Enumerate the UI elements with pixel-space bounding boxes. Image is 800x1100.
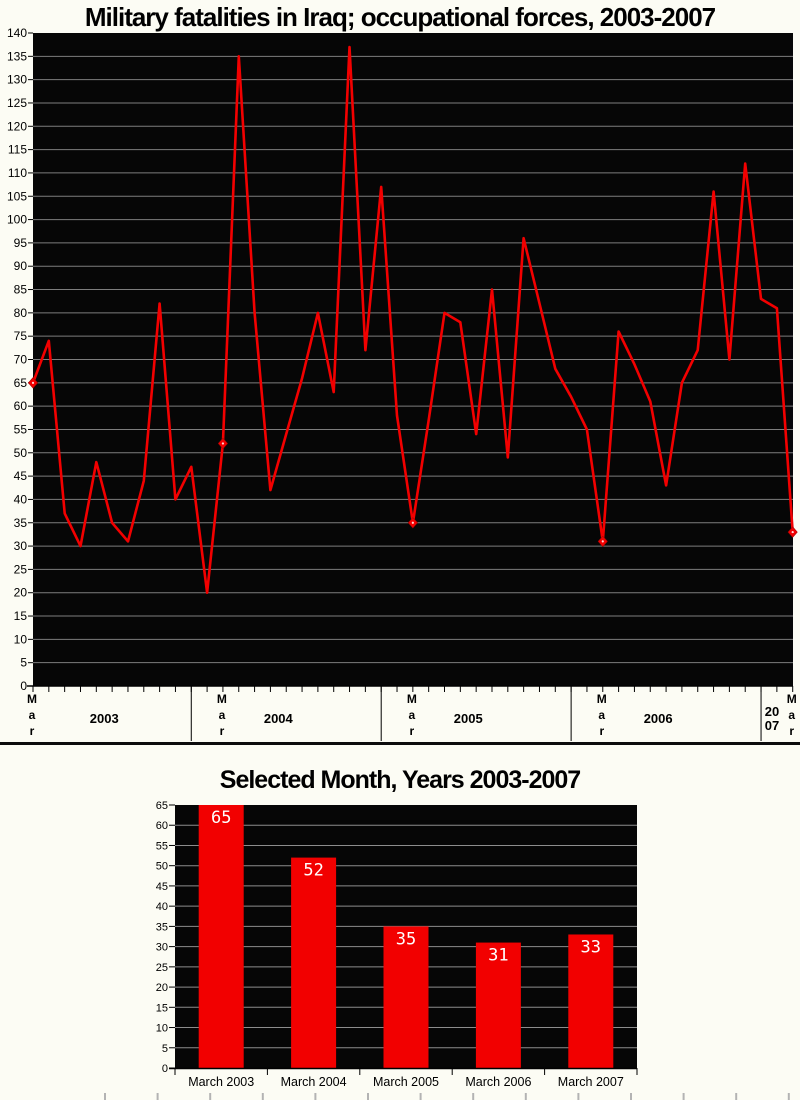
svg-text:35: 35 bbox=[396, 929, 416, 949]
svg-text:r: r bbox=[789, 724, 794, 738]
march-diamond-markers bbox=[27, 377, 798, 548]
bar-chart-value-labels: 65 52 35 31 33 bbox=[211, 808, 601, 966]
svg-text:March 2005: March 2005 bbox=[373, 1075, 439, 1089]
svg-text:65: 65 bbox=[14, 376, 28, 390]
svg-text:15: 15 bbox=[156, 1002, 168, 1014]
bar-chart-x-axis bbox=[169, 1067, 638, 1075]
svg-text:M: M bbox=[407, 692, 417, 706]
svg-text:55: 55 bbox=[156, 840, 168, 852]
svg-text:95: 95 bbox=[14, 236, 28, 250]
bar-march-2003 bbox=[198, 805, 244, 1068]
svg-text:15: 15 bbox=[14, 609, 28, 623]
svg-text:5: 5 bbox=[20, 656, 27, 670]
svg-text:30: 30 bbox=[14, 539, 28, 553]
svg-text:March 2007: March 2007 bbox=[558, 1075, 624, 1089]
svg-text:r: r bbox=[410, 724, 415, 738]
svg-text:60: 60 bbox=[14, 399, 28, 413]
svg-text:M: M bbox=[217, 692, 227, 706]
svg-text:a: a bbox=[219, 708, 226, 722]
svg-text:120: 120 bbox=[7, 119, 27, 133]
svg-text:r: r bbox=[30, 724, 35, 738]
svg-text:90: 90 bbox=[14, 259, 28, 273]
svg-text:50: 50 bbox=[14, 446, 28, 460]
svg-text:80: 80 bbox=[14, 306, 28, 320]
svg-text:125: 125 bbox=[7, 96, 27, 110]
svg-text:65: 65 bbox=[156, 800, 168, 812]
bar-march-2004 bbox=[291, 857, 337, 1068]
svg-text:35: 35 bbox=[14, 516, 28, 530]
bar-march-2007 bbox=[568, 934, 614, 1068]
svg-text:75: 75 bbox=[14, 329, 28, 343]
svg-text:2007: 20 07 bbox=[765, 704, 779, 733]
line-chart: 0 5 10 15 20 25 30 35 40 45 50 55 60 65 70 75 80 85 90 95 10… bbox=[7, 26, 798, 741]
svg-text:100: 100 bbox=[7, 213, 27, 227]
svg-text:70: 70 bbox=[14, 353, 28, 367]
svg-text:10: 10 bbox=[14, 632, 28, 646]
svg-text:105: 105 bbox=[7, 189, 27, 203]
svg-text:52: 52 bbox=[303, 861, 323, 881]
line-chart-year-labels: 2003 2004 2005 2006 20 07 bbox=[90, 704, 779, 733]
line-chart-x-axis bbox=[27, 685, 794, 741]
svg-text:a: a bbox=[29, 708, 36, 722]
svg-text:25: 25 bbox=[156, 962, 168, 974]
svg-text:65: 65 bbox=[211, 808, 231, 828]
svg-text:55: 55 bbox=[14, 422, 28, 436]
bar-chart-title: Selected Month, Years 2003-2007 bbox=[219, 766, 581, 794]
svg-text:a: a bbox=[409, 708, 416, 722]
bar-chart-bars bbox=[198, 805, 614, 1068]
svg-text:2006: 2006 bbox=[644, 711, 673, 726]
svg-text:85: 85 bbox=[14, 283, 28, 297]
svg-text:0: 0 bbox=[162, 1063, 168, 1075]
svg-text:40: 40 bbox=[14, 492, 28, 506]
bottom-tick-marks bbox=[104, 1093, 790, 1100]
chart-divider bbox=[0, 742, 800, 745]
svg-text:M: M bbox=[787, 692, 797, 706]
svg-text:0: 0 bbox=[20, 679, 27, 693]
line-chart-title: Military fatalities in Iraq; occupationa… bbox=[84, 2, 716, 32]
svg-text:30: 30 bbox=[156, 942, 168, 954]
bar-march-2006 bbox=[475, 942, 521, 1068]
svg-text:110: 110 bbox=[8, 166, 27, 180]
svg-text:33: 33 bbox=[581, 937, 601, 957]
bar-march-2005 bbox=[383, 926, 429, 1068]
svg-text:a: a bbox=[788, 708, 795, 722]
svg-text:140: 140 bbox=[7, 26, 27, 40]
svg-text:45: 45 bbox=[14, 469, 28, 483]
svg-text:M: M bbox=[27, 692, 37, 706]
svg-text:20: 20 bbox=[14, 586, 28, 600]
bar-chart-x-labels: March 2003 March 2004 March 2005 March 2006… bbox=[188, 1075, 624, 1089]
svg-text:31: 31 bbox=[488, 946, 508, 966]
bar-chart: 0 5 10 15 20 25 30 35 40 45 50 55 60 65 65 52 35 31 33 Marc… bbox=[104, 800, 790, 1100]
svg-text:35: 35 bbox=[156, 921, 168, 933]
svg-text:March 2004: March 2004 bbox=[281, 1075, 347, 1089]
svg-text:115: 115 bbox=[8, 143, 27, 157]
svg-text:March 2006: March 2006 bbox=[465, 1075, 531, 1089]
svg-text:r: r bbox=[220, 724, 225, 738]
svg-text:r: r bbox=[599, 724, 604, 738]
svg-text:25: 25 bbox=[14, 562, 28, 576]
svg-text:2005: 2005 bbox=[454, 711, 483, 726]
svg-text:2004: 2004 bbox=[264, 711, 294, 726]
svg-text:50: 50 bbox=[156, 861, 168, 873]
svg-text:135: 135 bbox=[7, 49, 27, 63]
svg-text:2003: 2003 bbox=[90, 711, 119, 726]
line-chart-y-axis-labels: 0 5 10 15 20 25 30 35 40 45 50 55 60 65 70 75 80 85 90 95 10… bbox=[7, 26, 33, 693]
svg-text:60: 60 bbox=[156, 820, 168, 832]
svg-text:10: 10 bbox=[156, 1023, 168, 1035]
bar-chart-y-axis-labels: 0 5 10 15 20 25 30 35 40 45 50 55 60 65 bbox=[156, 800, 175, 1075]
svg-text:M: M bbox=[597, 692, 607, 706]
svg-text:20: 20 bbox=[156, 982, 168, 994]
svg-text:March 2003: March 2003 bbox=[188, 1075, 254, 1089]
svg-text:a: a bbox=[598, 708, 605, 722]
svg-text:130: 130 bbox=[7, 73, 27, 87]
svg-text:45: 45 bbox=[156, 881, 168, 893]
svg-text:5: 5 bbox=[162, 1043, 168, 1055]
svg-text:40: 40 bbox=[156, 901, 168, 913]
